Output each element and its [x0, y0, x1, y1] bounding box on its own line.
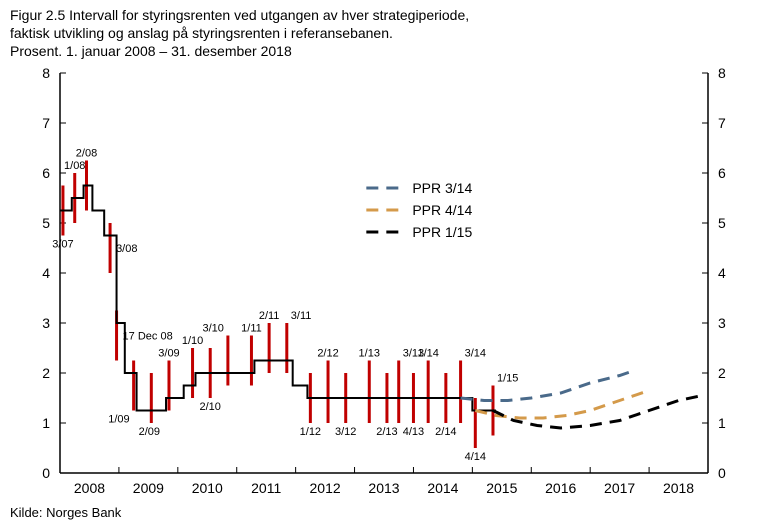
- svg-text:2: 2: [718, 365, 726, 381]
- svg-text:2: 2: [42, 365, 50, 381]
- svg-text:1/15: 1/15: [497, 372, 518, 384]
- svg-text:1/11: 1/11: [241, 322, 262, 334]
- svg-text:2008: 2008: [74, 480, 105, 496]
- title-line-3: Prosent. 1. januar 2008 – 31. desember 2…: [10, 42, 758, 60]
- svg-text:5: 5: [42, 215, 50, 231]
- source-label: Kilde: Norges Bank: [0, 503, 768, 522]
- svg-text:3/12: 3/12: [335, 426, 356, 438]
- svg-text:4/13: 4/13: [403, 426, 424, 438]
- svg-text:4/14: 4/14: [465, 451, 486, 463]
- svg-text:2/13: 2/13: [376, 426, 397, 438]
- svg-text:17 Dec 08: 17 Dec 08: [123, 330, 173, 342]
- svg-text:3/08: 3/08: [116, 243, 137, 255]
- svg-text:1: 1: [42, 415, 50, 431]
- svg-text:3/11: 3/11: [291, 310, 312, 322]
- svg-text:3: 3: [42, 315, 50, 331]
- svg-text:2/14: 2/14: [435, 426, 456, 438]
- svg-text:2015: 2015: [486, 480, 517, 496]
- chart-container: 0 0 1 1 2 2 3 3 4 4 5 5 6 6 7 7 8 8 2008 2009 2010 2011 2012 20…: [10, 63, 758, 503]
- svg-text:PPR 1/15: PPR 1/15: [412, 224, 472, 240]
- svg-text:0: 0: [42, 465, 50, 481]
- title-line-2: faktisk utvikling og anslag på styringsr…: [10, 24, 758, 42]
- svg-text:2009: 2009: [133, 480, 164, 496]
- title-line-1: Figur 2.5 Intervall for styringsrenten v…: [10, 6, 758, 24]
- svg-text:2/09: 2/09: [139, 426, 160, 438]
- svg-text:1/08: 1/08: [64, 160, 85, 172]
- svg-text:6: 6: [718, 165, 726, 181]
- svg-text:1/14: 1/14: [417, 347, 438, 359]
- svg-text:7: 7: [718, 115, 726, 131]
- svg-text:2/11: 2/11: [259, 310, 280, 322]
- svg-text:1/12: 1/12: [300, 426, 321, 438]
- svg-text:2/08: 2/08: [76, 147, 97, 159]
- svg-text:6: 6: [42, 165, 50, 181]
- svg-text:1: 1: [718, 415, 726, 431]
- svg-text:2010: 2010: [192, 480, 223, 496]
- svg-text:2/12: 2/12: [317, 347, 338, 359]
- svg-text:3/14: 3/14: [465, 347, 486, 359]
- svg-text:1/10: 1/10: [182, 335, 203, 347]
- svg-text:PPR 3/14: PPR 3/14: [412, 180, 472, 196]
- svg-text:2017: 2017: [604, 480, 635, 496]
- svg-text:2011: 2011: [251, 480, 281, 496]
- svg-text:4: 4: [718, 265, 726, 281]
- svg-text:2012: 2012: [310, 480, 341, 496]
- svg-text:3/10: 3/10: [202, 322, 223, 334]
- svg-text:5: 5: [718, 215, 726, 231]
- svg-text:0: 0: [718, 465, 726, 481]
- chart-svg: 0 0 1 1 2 2 3 3 4 4 5 5 6 6 7 7 8 8 2008 2009 2010 2011 2012 20…: [10, 63, 758, 503]
- chart-title: Figur 2.5 Intervall for styringsrenten v…: [0, 0, 768, 63]
- svg-text:1/13: 1/13: [359, 347, 380, 359]
- svg-text:2018: 2018: [663, 480, 694, 496]
- svg-text:8: 8: [718, 65, 726, 81]
- svg-text:2014: 2014: [427, 480, 458, 496]
- svg-text:2013: 2013: [368, 480, 399, 496]
- svg-text:4: 4: [42, 265, 50, 281]
- svg-text:3/09: 3/09: [158, 347, 179, 359]
- svg-text:1/09: 1/09: [108, 413, 129, 425]
- svg-text:3: 3: [718, 315, 726, 331]
- svg-text:2016: 2016: [545, 480, 576, 496]
- svg-text:PPR 4/14: PPR 4/14: [412, 202, 472, 218]
- svg-text:3/07: 3/07: [52, 238, 73, 250]
- svg-text:7: 7: [42, 115, 50, 131]
- svg-text:2/10: 2/10: [200, 401, 221, 413]
- svg-text:8: 8: [42, 65, 50, 81]
